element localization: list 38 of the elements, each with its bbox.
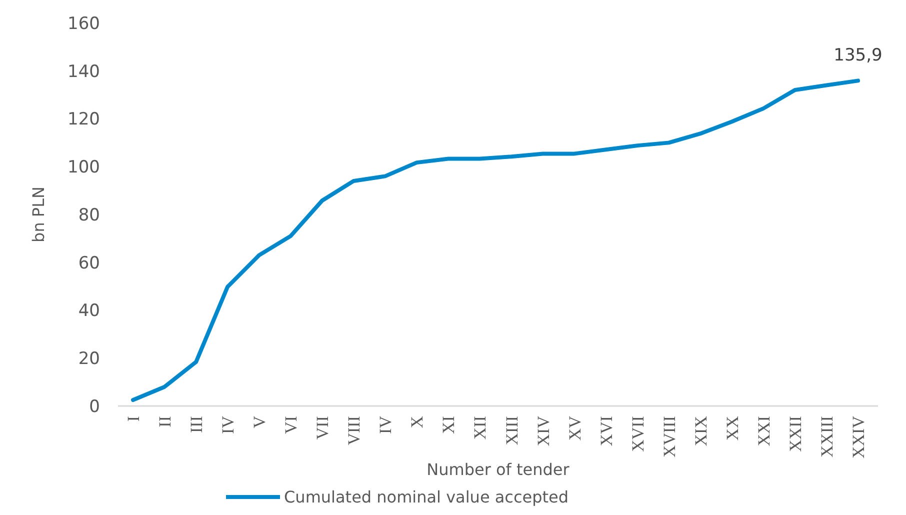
y-tick-label: 0 [89, 396, 100, 417]
y-tick-label: 160 [68, 14, 100, 34]
x-tick-label: IV [218, 415, 238, 434]
y-tick-label: 60 [78, 253, 100, 274]
y-tick-label: 20 [78, 349, 100, 370]
y-tick-label: 40 [78, 301, 100, 322]
x-tick-label: I [124, 416, 143, 422]
y-tick-label: 80 [78, 205, 100, 226]
x-tick-label: XXI [754, 416, 774, 446]
x-tick-label: II [156, 416, 175, 428]
x-tick-label: X [408, 416, 427, 428]
data-label: 135,9 [834, 46, 882, 66]
x-tick-label: XII [470, 416, 490, 440]
x-tick-label: XI [439, 416, 458, 434]
line-series [131, 78, 860, 402]
x-tick-label: XX [722, 416, 742, 441]
x-tick-label: VII [313, 416, 332, 440]
y-tick-label: 100 [68, 158, 100, 178]
x-tick-label: IV [376, 415, 396, 434]
y-axis-title: bn PLN [29, 186, 48, 242]
x-axis-title: Number of tender [426, 460, 570, 479]
x-tick-label: XVII [628, 416, 648, 452]
y-tick-label: 120 [68, 110, 100, 130]
x-tick-label: XIV [534, 415, 553, 446]
y-tick-label: 140 [68, 62, 100, 82]
x-tick-label: XIII [502, 416, 522, 446]
x-tick-label: III [187, 416, 206, 433]
x-tick-label: XXIV [849, 415, 868, 458]
x-tick-label: XV [565, 415, 584, 441]
x-tick-label: XVIII [660, 416, 679, 458]
x-tick-label: VIII [344, 416, 364, 446]
x-tick-label: V [250, 415, 270, 428]
x-tick-label: XVI [596, 416, 616, 446]
x-tick-label: XIX [691, 416, 710, 446]
x-tick-label: XXIII [817, 416, 836, 458]
x-tick-label: XXII [786, 416, 805, 452]
x-tick-label: VI [282, 416, 301, 434]
legend-label: Cumulated nominal value accepted [284, 488, 569, 507]
